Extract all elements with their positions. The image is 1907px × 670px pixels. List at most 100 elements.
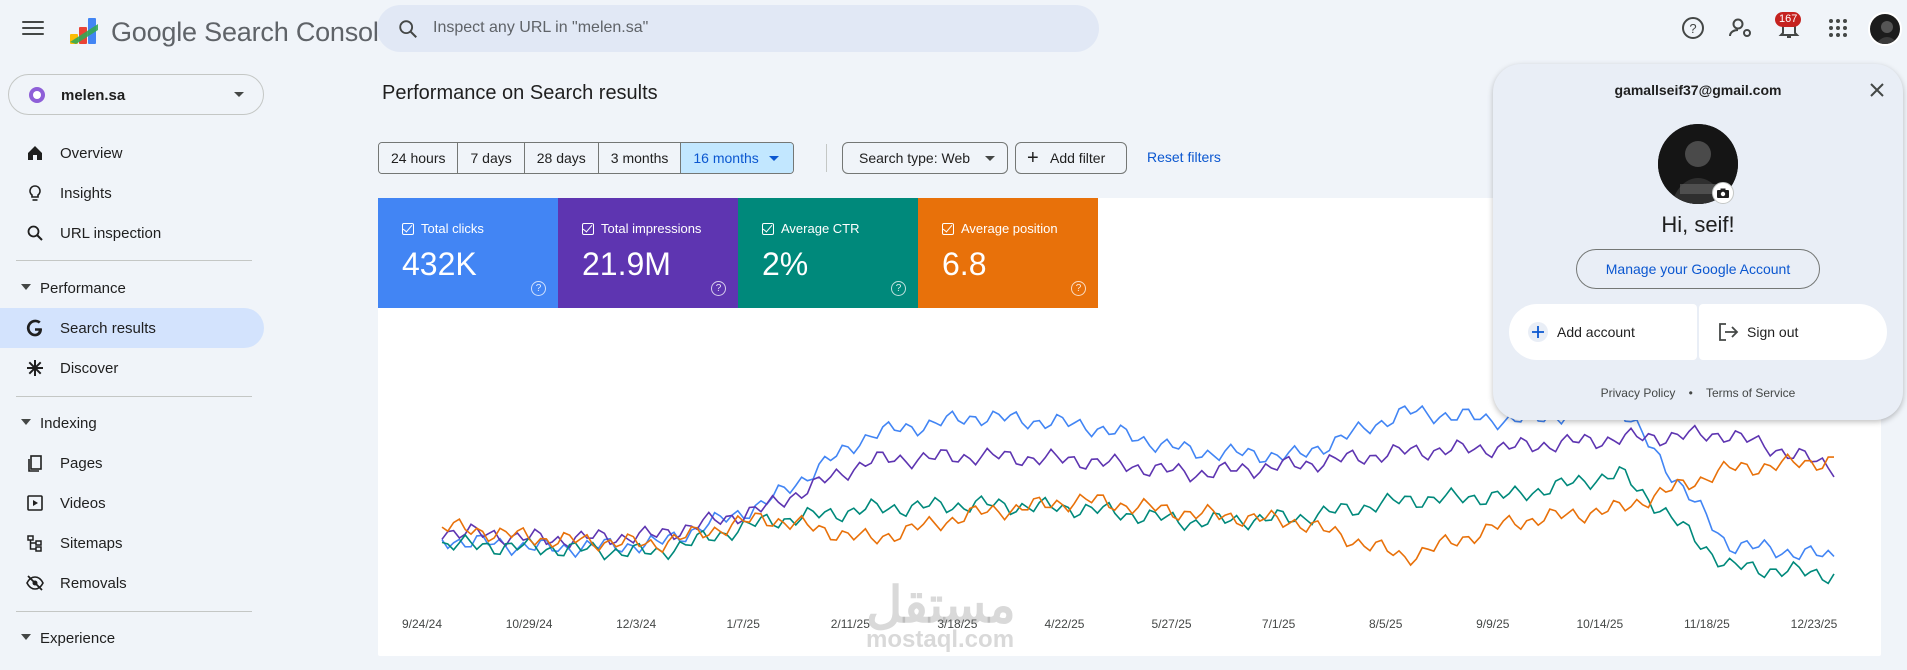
add-account-label: Add account [1557, 324, 1635, 340]
sign-out-label: Sign out [1747, 324, 1799, 340]
x-tick-label: 9/24/24 [402, 617, 442, 631]
apps-grid-icon[interactable] [1824, 14, 1852, 42]
metric-total-clicks[interactable]: Total clicks 432K ? [378, 198, 558, 308]
metric-value: 2% [762, 246, 809, 282]
property-selector[interactable]: melen.sa [8, 74, 264, 115]
nav-sitemaps[interactable]: Sitemaps [0, 523, 264, 563]
nav-pages[interactable]: Pages [0, 443, 264, 483]
performance-line-chart: 9/24/24 10/29/24 12/3/24 1/7/25 2/11/25 3/18/… [402, 403, 1838, 631]
range-16-months[interactable]: 16 months [681, 143, 793, 173]
terms-of-service-link[interactable]: Terms of Service [1706, 386, 1796, 400]
range-7-days[interactable]: 7 days [458, 143, 525, 173]
x-tick-label: 12/23/25 [1791, 617, 1838, 631]
metric-average-ctr[interactable]: Average CTR 2% ? [738, 198, 918, 308]
metric-title: Total clicks [421, 221, 484, 236]
nav-discover[interactable]: Discover [0, 348, 264, 388]
account-popup: gamallseif37@gmail.com Hi, seif! Manage … [1493, 64, 1903, 420]
plus-circle-icon [1528, 322, 1548, 342]
x-tick-label: 10/29/24 [506, 617, 553, 631]
url-inspect-search[interactable] [377, 5, 1099, 52]
camera-icon[interactable] [1712, 182, 1734, 204]
google-g-icon [26, 319, 42, 337]
metric-title: Total impressions [601, 221, 702, 236]
app-title: Google Search Console [111, 17, 394, 47]
search-console-logo-icon [70, 18, 98, 44]
metric-total-impressions[interactable]: Total impressions 21.9M ? [558, 198, 738, 308]
lightbulb-icon [29, 185, 41, 201]
help-icon[interactable]: ? [531, 281, 546, 296]
x-tick-label: 8/5/25 [1369, 617, 1403, 631]
x-tick-label: 3/18/25 [937, 617, 977, 631]
nav-divider [16, 611, 252, 612]
range-24-hours[interactable]: 24 hours [379, 143, 459, 173]
checkbox-checked-icon[interactable] [762, 223, 774, 235]
manage-account-button[interactable]: Manage your Google Account [1576, 249, 1820, 289]
help-icon[interactable]: ? [891, 281, 906, 296]
menu-icon[interactable] [22, 18, 44, 38]
section-label: Performance [40, 280, 126, 297]
x-tick-label: 9/9/25 [1476, 617, 1510, 631]
search-type-filter[interactable]: Search type: Web [842, 142, 1008, 174]
filter-separator [826, 144, 827, 172]
metric-title: Average CTR [781, 221, 860, 236]
account-email: gamallseif37@gmail.com [1614, 82, 1782, 98]
x-tick-label: 12/3/24 [616, 617, 656, 631]
nav-label: Overview [60, 145, 123, 162]
notification-badge: 167 [1775, 12, 1802, 27]
nav-insights[interactable]: Insights [0, 173, 264, 213]
help-icon[interactable]: ? [711, 281, 726, 296]
nav-label: Removals [60, 575, 127, 592]
nav-overview[interactable]: Overview [0, 133, 264, 173]
url-inspect-input[interactable] [433, 13, 1073, 43]
x-tick-label: 4/22/25 [1044, 617, 1084, 631]
caret-down-icon [21, 634, 31, 640]
add-filter-button[interactable]: + Add filter [1015, 142, 1127, 174]
close-icon[interactable] [1867, 80, 1887, 100]
nav-url-inspection[interactable]: URL inspection [0, 213, 264, 253]
home-icon [28, 146, 42, 160]
chevron-down-icon [234, 92, 244, 97]
add-filter-label: Add filter [1050, 150, 1106, 166]
privacy-policy-link[interactable]: Privacy Policy [1600, 386, 1676, 400]
svg-text:?: ? [1689, 21, 1696, 36]
page-title: Performance on Search results [382, 82, 658, 104]
manage-users-icon[interactable] [1727, 14, 1755, 42]
search-icon [27, 225, 43, 241]
plus-icon: + [1027, 147, 1039, 169]
nav-section-performance[interactable]: Performance [0, 273, 252, 303]
account-actions: Add account Sign out [1509, 304, 1887, 360]
reset-filters-link[interactable]: Reset filters [1147, 149, 1221, 165]
help-icon[interactable]: ? [1679, 14, 1707, 42]
add-account-button[interactable]: Add account [1509, 304, 1697, 360]
sign-out-button[interactable]: Sign out [1699, 304, 1887, 360]
search-icon [399, 20, 417, 38]
asterisk-icon [27, 360, 43, 376]
top-bar: Google Search Console ? 167 [0, 0, 1907, 60]
metric-value: 21.9M [582, 246, 671, 282]
property-globe-icon [29, 87, 45, 103]
eye-off-icon [26, 575, 44, 591]
nav-search-results[interactable]: Search results [0, 308, 264, 348]
footer-separator: • [1688, 386, 1693, 400]
nav-videos[interactable]: Videos [0, 483, 264, 523]
series-line-average-ctr [441, 465, 1835, 585]
x-tick-label: 2/11/25 [831, 617, 870, 631]
logout-icon [1719, 323, 1739, 341]
nav-section-indexing[interactable]: Indexing [0, 408, 252, 438]
profile-avatar [1658, 124, 1738, 204]
account-avatar[interactable] [1868, 12, 1902, 46]
video-icon [27, 495, 43, 511]
checkbox-checked-icon[interactable] [582, 223, 594, 235]
metric-average-position[interactable]: Average position 6.8 ? [918, 198, 1098, 308]
range-3-months[interactable]: 3 months [598, 143, 682, 173]
help-icon[interactable]: ? [1071, 281, 1086, 296]
x-tick-label: 7/1/25 [1262, 617, 1296, 631]
nav-section-experience[interactable]: Experience [0, 623, 252, 653]
user-photo-icon [1658, 124, 1738, 204]
checkbox-checked-icon[interactable] [942, 223, 954, 235]
range-28-days[interactable]: 28 days [524, 143, 599, 173]
checkbox-checked-icon[interactable] [402, 223, 414, 235]
nav-removals[interactable]: Removals [0, 563, 264, 603]
watermark-arabic: مستقل [866, 577, 1016, 633]
nav-label: Sitemaps [60, 535, 123, 552]
